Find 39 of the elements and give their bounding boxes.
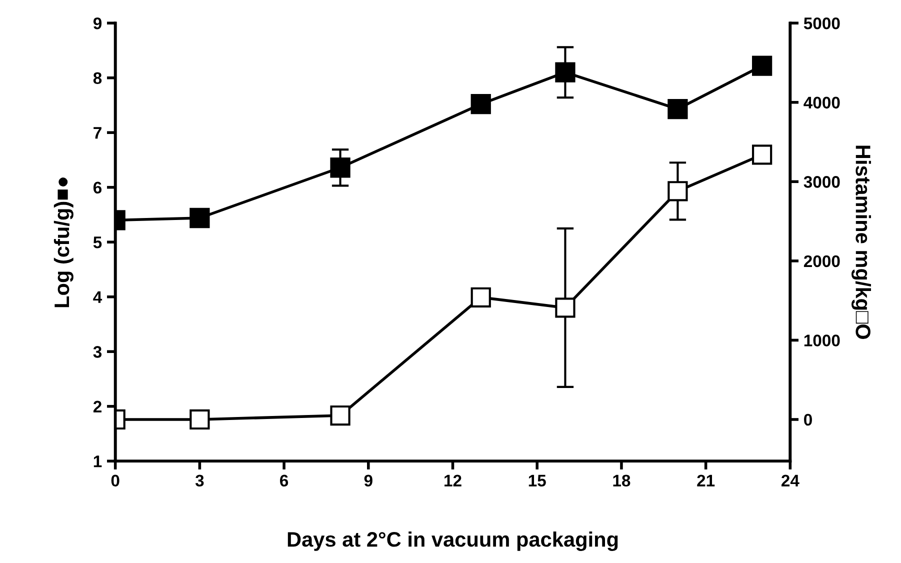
y-tick-label: 2 [93, 400, 102, 412]
y-tick-label: 9 [93, 17, 102, 30]
point [190, 409, 210, 430]
y-tick-label: 4 [93, 291, 102, 303]
point [668, 181, 688, 202]
x-tick-label: 24 [781, 474, 800, 486]
y-tick-label: 6 [93, 182, 102, 194]
x-tick-label: 18 [613, 474, 630, 487]
y2-tick-label: 3000 [804, 176, 840, 188]
y2-axis-title: Histamine mg/kg□O [851, 146, 871, 339]
x-tick-label: 12 [444, 474, 462, 486]
y2-tick-label: 0 [804, 414, 812, 426]
point [668, 98, 688, 120]
x-tick-label: 21 [697, 474, 715, 486]
point [752, 144, 772, 165]
y-axis-title: Log (cfu/g)■● [54, 178, 74, 308]
y-tick-label: 3 [93, 346, 102, 358]
point [470, 94, 491, 114]
y-tick-label: 1 [94, 456, 102, 468]
y2-tick-label: 5000 [804, 17, 840, 30]
x-tick-label: 3 [195, 474, 204, 487]
point [330, 158, 350, 178]
point [752, 56, 772, 76]
y2-tick-label: 4000 [804, 96, 840, 109]
x-tick-label: 15 [528, 474, 546, 487]
point [470, 287, 491, 308]
x-tick-label: 9 [364, 474, 372, 487]
point [555, 62, 576, 82]
point [555, 298, 576, 318]
x-tick-label: 0 [111, 474, 120, 487]
y-tick-label: 8 [93, 72, 102, 84]
x-tick-label: 6 [280, 474, 288, 487]
point [190, 208, 210, 228]
y-tick-label: 7 [94, 127, 102, 139]
y2-tick-label: 2000 [804, 255, 840, 268]
x-axis-title: Days at 2°C in vacuum packaging [288, 531, 618, 552]
y-tick-label: 5 [93, 236, 102, 248]
point [330, 405, 350, 426]
y2-tick-label: 1000 [804, 334, 840, 346]
